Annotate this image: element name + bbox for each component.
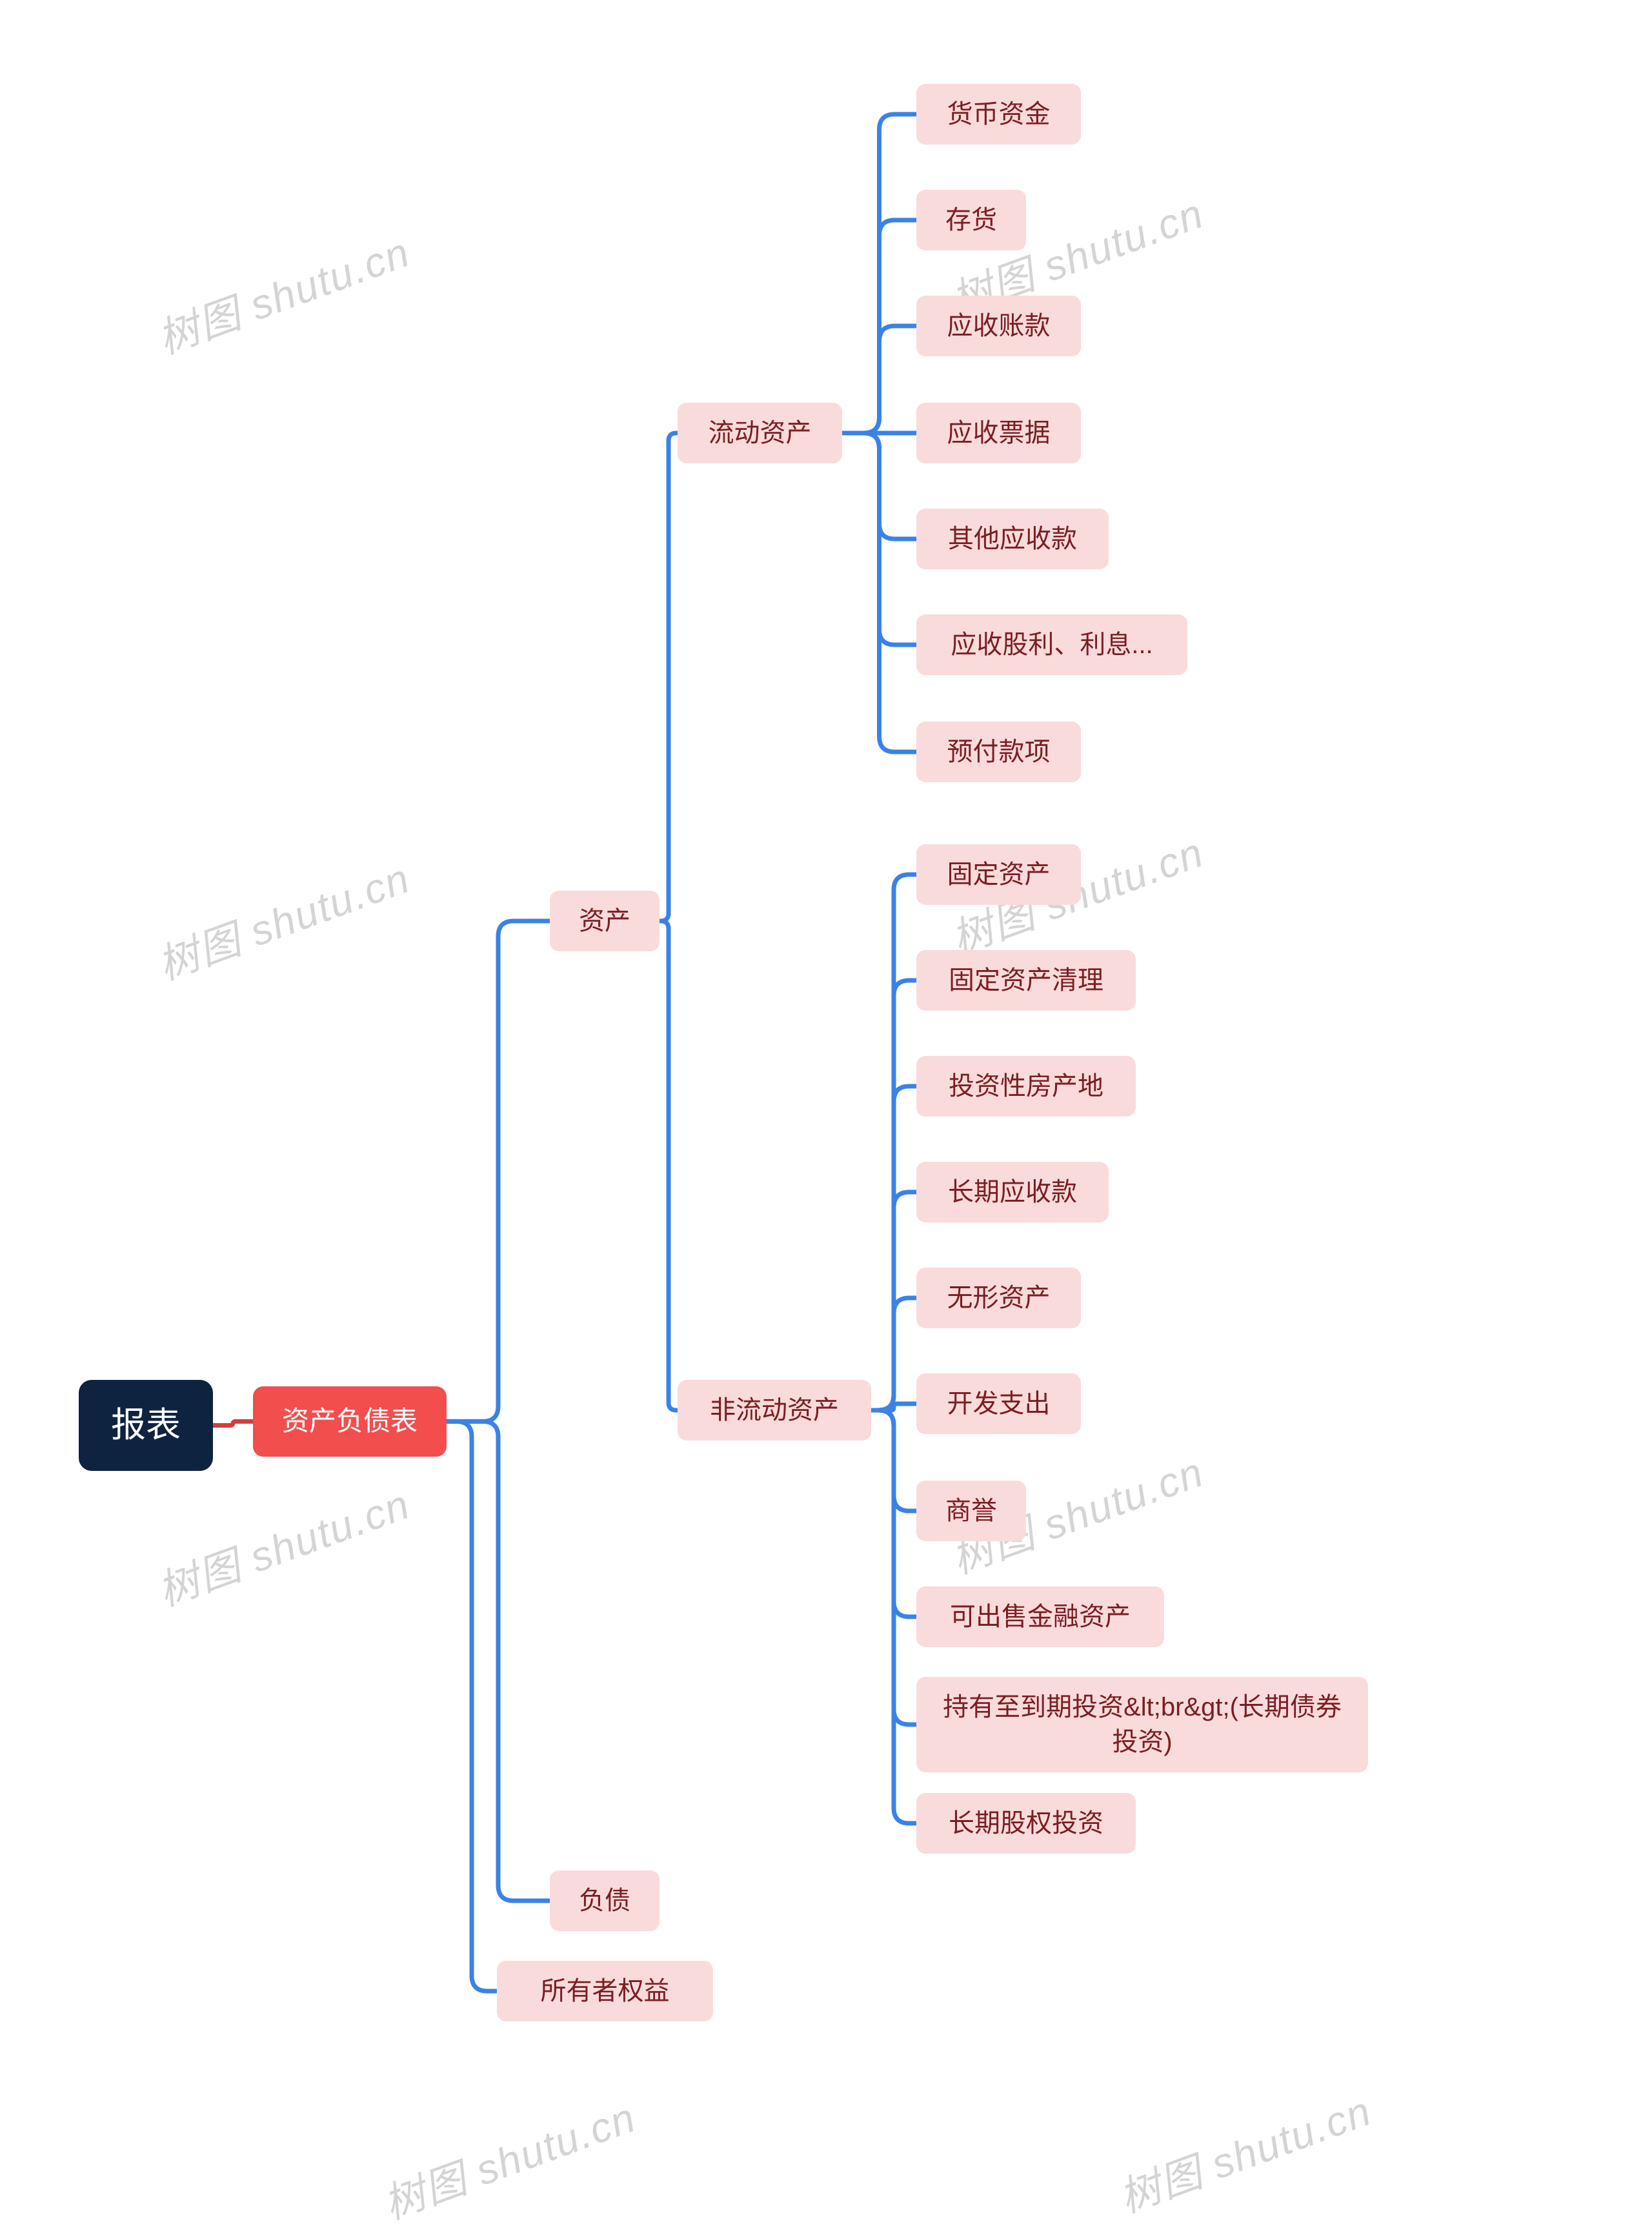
edge-assets-ncurA	[660, 921, 678, 1410]
edge-ncurA-n5	[871, 1298, 916, 1410]
node-c1: 货币资金	[916, 84, 1081, 145]
node-n2: 固定资产清理	[916, 950, 1136, 1011]
node-n5: 无形资产	[916, 1268, 1081, 1328]
edges-layer	[0, 0, 1652, 2237]
edge-curA-c7	[842, 433, 916, 752]
watermark: 树图 shutu.cn	[148, 845, 417, 992]
edge-root-bs	[213, 1421, 253, 1425]
edge-ncurA-n2	[871, 980, 916, 1410]
node-n3: 投资性房产地	[916, 1056, 1136, 1117]
edge-ncurA-n8	[871, 1410, 916, 1617]
node-n4: 长期应收款	[916, 1162, 1109, 1222]
node-c7: 预付款项	[916, 722, 1081, 782]
watermark: 树图 shutu.cn	[148, 1472, 417, 1618]
edge-ncurA-n9	[871, 1410, 916, 1725]
node-c4: 应收票据	[916, 403, 1081, 463]
edge-assets-curA	[660, 433, 678, 921]
watermark: 树图 shutu.cn	[1110, 2078, 1378, 2225]
node-n6: 开发支出	[916, 1373, 1081, 1434]
edge-curA-c5	[842, 433, 916, 539]
edge-ncurA-n6	[871, 1404, 916, 1410]
node-curA: 流动资产	[678, 403, 842, 463]
edge-curA-c3	[842, 326, 916, 433]
watermark: 树图 shutu.cn	[374, 2085, 643, 2231]
node-n1: 固定资产	[916, 844, 1081, 905]
node-root: 报表	[79, 1380, 213, 1471]
mindmap-stage: 树图 shutu.cn 树图 shutu.cn 树图 shutu.cn 树图 shut…	[0, 0, 1652, 2237]
node-c2: 存货	[916, 190, 1026, 250]
node-c6: 应收股利、利息...	[916, 614, 1187, 675]
watermark: 树图 shutu.cn	[148, 219, 417, 366]
edge-ncurA-n10	[871, 1410, 916, 1823]
node-n9: 持有至到期投资&lt;br&gt;(长期债券投资)	[916, 1677, 1368, 1772]
edge-curA-c2	[842, 220, 916, 433]
node-n8: 可出售金融资产	[916, 1586, 1164, 1647]
edge-bs-equity	[447, 1421, 497, 1991]
edge-bs-liab	[447, 1421, 550, 1901]
node-n7: 商誉	[916, 1481, 1026, 1541]
edge-bs-assets	[447, 921, 550, 1421]
edge-ncurA-n7	[871, 1410, 916, 1511]
edge-ncurA-n1	[871, 875, 916, 1410]
edge-ncurA-n3	[871, 1086, 916, 1410]
node-bs: 资产负债表	[253, 1386, 447, 1457]
edge-curA-c1	[842, 114, 916, 433]
node-c3: 应收账款	[916, 296, 1081, 356]
node-c5: 其他应收款	[916, 509, 1109, 569]
edge-ncurA-n4	[871, 1192, 916, 1410]
node-equity: 所有者权益	[497, 1961, 713, 2021]
node-n10: 长期股权投资	[916, 1793, 1136, 1854]
node-ncurA: 非流动资产	[678, 1380, 871, 1441]
node-assets: 资产	[550, 891, 660, 951]
node-liab: 负债	[550, 1870, 660, 1931]
edge-curA-c6	[842, 433, 916, 645]
